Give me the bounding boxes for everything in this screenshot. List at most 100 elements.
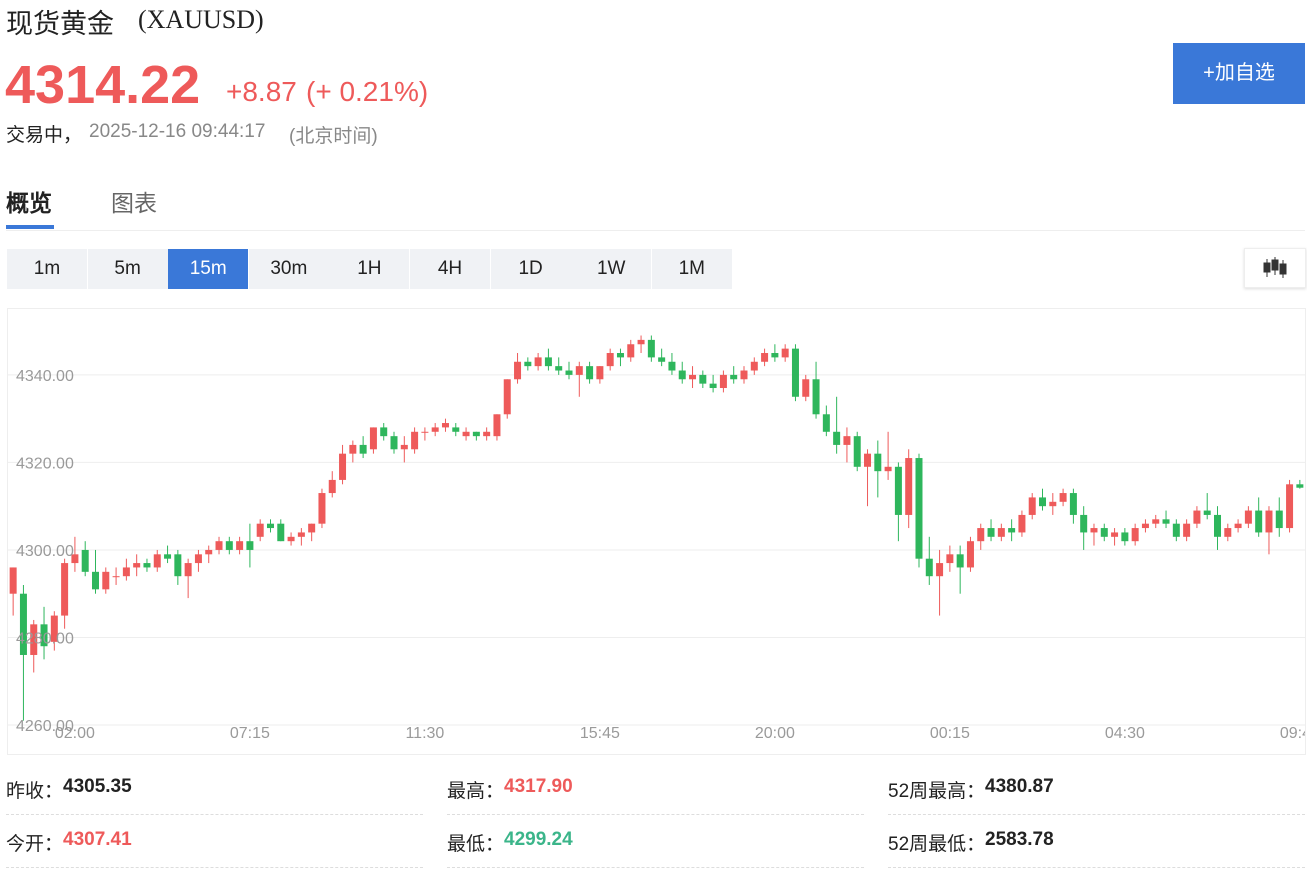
watchlist-button[interactable]: +加自选 [1173,43,1305,104]
y-tick-label: 4280.00 [16,630,74,647]
tab[interactable]: 概览 [6,190,52,216]
candle-body [606,353,614,367]
candle-body [61,563,69,616]
candle-body [318,493,326,524]
stat-divider [6,867,423,868]
timestamp: 2025-12-16 09:44:17 [89,121,266,142]
x-tick-label: 20:00 [755,725,795,742]
candle-body [1111,532,1119,537]
title: 现货黄金 [6,9,114,39]
candle-body [843,436,851,445]
interval-bar: 1m 5m 15m 30m 1H 4H 1D 1W 1M [7,249,733,289]
candle-body [339,453,347,480]
candle-body [246,541,254,550]
interval-button[interactable]: 1M [651,249,732,289]
candle-body [761,353,769,362]
interval-button[interactable]: 1W [571,249,652,289]
tab[interactable]: 图表 [111,190,157,216]
candle-body [524,361,532,367]
chart: 4260.00 4280.00 4300.00 4320.00 4340.00 02:00… [8,335,1305,742]
candle-body [122,567,130,577]
candle-body [678,370,686,380]
divider [6,230,1305,231]
candle-body [699,374,707,384]
candle-body [184,563,192,577]
stat-label: 昨收： [6,781,64,802]
x-tick-label: 04:30 [1105,725,1145,742]
x-tick-label: 09:45 [1280,725,1305,742]
candle-body [791,348,799,397]
candle-body [472,431,480,437]
candle-body [905,458,913,515]
candle-body [81,549,89,572]
candle-body [133,563,141,568]
candle-body [308,523,316,533]
interval-button[interactable]: 1H [329,249,410,289]
candle-body [534,357,542,367]
candle-body [1234,523,1242,529]
candle-body [91,571,99,590]
stat-label: 52周最高： [888,781,986,802]
candle-body [874,453,882,472]
interval-button[interactable]: 30m [248,249,329,289]
candle-body [987,528,995,537]
candle-body [1039,497,1047,507]
candle-body [1203,510,1211,515]
stat-label: 52周最低： [888,834,986,855]
candle-body [822,414,830,432]
x-tick-label: 00:15 [930,725,970,742]
stat-value: 4305.35 [63,776,132,797]
price: 4314.22 [5,55,201,115]
tab-underline [6,225,54,229]
candle-body [658,357,666,362]
candle-body [802,379,810,397]
candle-body [1286,484,1294,529]
candle-body [544,357,552,367]
candle-body [380,427,388,437]
chart-box: 4260.00 4280.00 4300.00 4320.00 4340.00 02:00… [7,308,1306,755]
candle-body [1080,514,1088,533]
candle-body [781,348,789,358]
candle-body [205,549,213,555]
candle-body [1275,510,1283,529]
interval-button[interactable]: 15m [168,249,249,289]
y-tick-label: 4340.00 [16,368,74,385]
candle-body [503,379,511,415]
candle-body [1008,528,1016,533]
stat-value: 2583.78 [985,829,1054,850]
x-tick-label: 11:30 [405,725,444,742]
candle-body [236,541,244,550]
candle-body [555,366,563,371]
stat-divider [888,867,1305,868]
candle-body [1141,523,1149,529]
candle-body [40,624,48,647]
candle-body [400,444,408,450]
candle-body [966,541,974,568]
stat-divider [6,814,423,815]
candle-body [431,427,439,432]
interval-button[interactable]: 4H [410,249,490,289]
interval-button[interactable]: 1D [490,249,571,289]
candle-body [1224,528,1232,537]
interval-button[interactable]: 5m [87,249,168,289]
candle-body [9,567,17,594]
candle-body [50,615,58,642]
candle-body [1121,532,1129,542]
candle-body [977,528,985,542]
candle-body [689,374,697,380]
candle-body [297,532,305,537]
stat-value: 4380.87 [985,776,1054,797]
stat-value: 4299.24 [504,829,573,850]
candle-body [668,361,676,371]
candle-body [369,427,377,450]
candle-body [1028,497,1036,515]
candle-body [1090,528,1098,533]
candle-body [256,523,264,537]
candle-body [627,344,635,358]
timezone: (北京时间) [289,126,378,147]
interval-button[interactable]: 1m [7,249,87,289]
candle-body [1059,493,1067,502]
chart-type-button[interactable] [1244,248,1306,288]
candle-body [864,453,872,467]
